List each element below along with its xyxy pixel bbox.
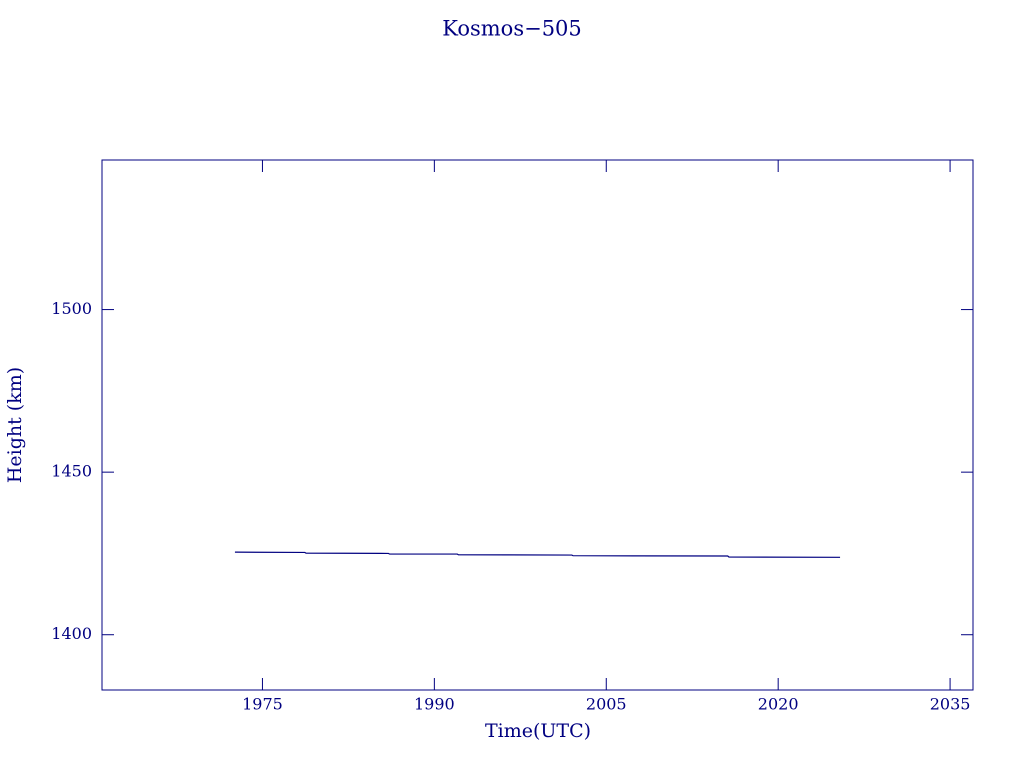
y-tick-label: 1450 [51, 462, 92, 481]
x-tick-label: 2020 [758, 695, 799, 714]
x-tick-label: 1975 [242, 695, 283, 714]
chart-title: Kosmos−505 [442, 17, 582, 41]
x-tick-label: 2005 [586, 695, 627, 714]
data-line [234, 551, 841, 558]
y-tick-label: 1500 [51, 299, 92, 318]
plot-frame [101, 159, 974, 691]
x-tick-label: 1990 [414, 695, 455, 714]
y-axis-label: Height (km) [4, 367, 26, 483]
x-tick-label: 2035 [930, 695, 971, 714]
y-tick-label: 1400 [51, 624, 92, 643]
x-axis-label: Time(UTC) [485, 720, 591, 742]
